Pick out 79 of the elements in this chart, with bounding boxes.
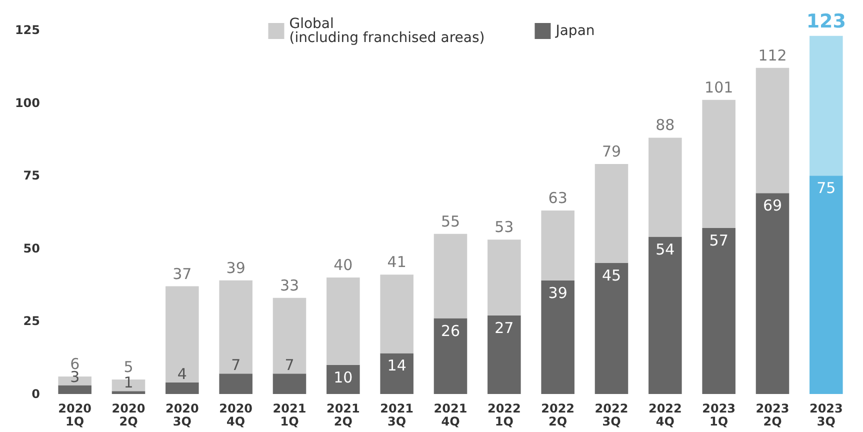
bar	[594, 164, 628, 263]
bar	[756, 68, 790, 194]
x-tick-label: 2021 2Q	[326, 402, 360, 428]
bar	[541, 280, 574, 394]
data-label: 75	[816, 179, 836, 198]
data-label: 45	[602, 266, 622, 284]
y-tick-label: 100	[14, 96, 40, 110]
total-label: 33	[280, 276, 300, 294]
total-label: 123	[806, 10, 846, 32]
data-label: 7	[284, 356, 294, 374]
data-label: 39	[548, 284, 568, 302]
x-tick-label: 2021 3Q	[380, 402, 414, 428]
x-tick-label: 2023 1Q	[702, 402, 736, 428]
total-label: 39	[226, 258, 246, 277]
total-label: 53	[494, 218, 514, 236]
y-tick-label: 125	[14, 23, 40, 37]
y-tick-label: 75	[23, 168, 40, 183]
x-tick-label: 2020 3Q	[165, 402, 199, 428]
x-tick-label: 2020 1Q	[58, 402, 92, 428]
bar	[58, 385, 92, 394]
bar	[434, 318, 468, 394]
bar	[326, 278, 360, 365]
bar	[702, 228, 736, 394]
bar	[272, 298, 306, 374]
legend-label: Japan	[554, 23, 595, 39]
x-tick-label: 2022 3Q	[594, 402, 628, 428]
x-tick-label: 2021 4Q	[434, 402, 468, 428]
data-label: 1	[124, 374, 134, 392]
bar	[166, 286, 199, 382]
x-tick-label: 2022 1Q	[487, 402, 521, 428]
data-label: 10	[334, 368, 353, 386]
bar	[380, 353, 414, 394]
legend-label: Global (including franchised areas)	[289, 16, 485, 46]
data-label: 27	[494, 318, 514, 337]
bar	[380, 274, 414, 354]
bar	[488, 240, 521, 316]
x-tick-label: 2020 2Q	[112, 402, 146, 428]
bar	[810, 176, 843, 394]
total-label: 112	[758, 46, 787, 64]
bar	[810, 36, 843, 176]
bar	[326, 364, 360, 394]
total-label: 40	[334, 256, 353, 274]
data-label: 26	[440, 322, 460, 340]
x-tick-label: 2023 2Q	[756, 402, 790, 428]
x-tick-label: 2021 1Q	[272, 402, 306, 428]
total-label: 101	[704, 78, 734, 96]
bar	[272, 374, 306, 394]
x-tick-label: 2022 2Q	[541, 402, 575, 428]
bar	[488, 315, 521, 394]
x-tick-label: 2023 3Q	[809, 402, 843, 428]
y-tick-label: 50	[23, 241, 40, 256]
total-label: 37	[172, 264, 192, 283]
bar	[219, 374, 252, 394]
bar	[434, 234, 468, 318]
data-label: 14	[387, 356, 406, 375]
data-label: 4	[177, 364, 187, 383]
data-label: 54	[656, 240, 675, 258]
bar	[648, 236, 682, 394]
data-label: 57	[709, 232, 728, 250]
bar	[594, 262, 628, 394]
y-tick-label: 0	[32, 387, 40, 401]
x-tick-label: 2022 4Q	[648, 402, 682, 428]
bar	[648, 138, 682, 237]
bar	[756, 193, 790, 394]
data-label: 69	[762, 196, 782, 215]
bar	[112, 391, 146, 394]
total-label: 5	[124, 358, 134, 376]
bar	[541, 210, 574, 280]
data-label: 7	[231, 356, 241, 374]
bar	[702, 100, 736, 228]
total-label: 55	[440, 212, 460, 230]
total-label: 63	[548, 189, 568, 208]
y-tick-label: 25	[23, 314, 40, 328]
total-label: 41	[387, 253, 406, 272]
total-label: 79	[602, 142, 622, 160]
bar	[166, 382, 199, 394]
total-label: 88	[656, 116, 675, 134]
bar	[219, 280, 252, 374]
x-tick-label: 2020 4Q	[219, 402, 253, 428]
